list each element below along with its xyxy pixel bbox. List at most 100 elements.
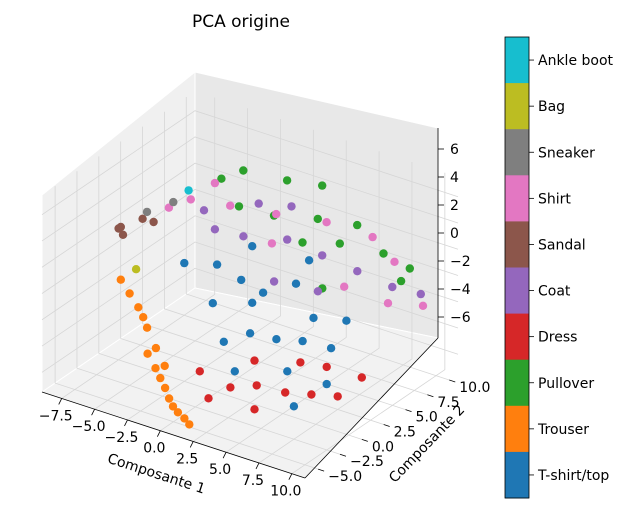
scatter-point <box>186 195 195 204</box>
scatter-point <box>254 199 263 208</box>
colorbar-segment <box>505 37 529 84</box>
scatter-point <box>304 256 314 265</box>
scatter-point <box>333 392 342 401</box>
z-grid-line <box>41 215 459 321</box>
scatter-point <box>322 362 331 372</box>
scatter-point <box>226 383 235 392</box>
scatter-point <box>245 329 255 338</box>
scatter-point <box>239 232 248 241</box>
colorbar-label: Ankle boot <box>538 53 614 69</box>
x-grid-line <box>225 151 380 453</box>
scatter-point <box>357 373 366 382</box>
colorbar-label: Shirt <box>538 191 571 207</box>
z-tick-label: 4 <box>450 170 459 186</box>
z-tick-label: −4 <box>450 282 471 298</box>
colorbar-segment <box>505 83 529 130</box>
colorbar-segment <box>505 359 529 407</box>
z-grid-line <box>41 136 459 242</box>
y-tick-mark <box>405 409 412 413</box>
x-tick-mark <box>91 409 95 416</box>
colorbar-segment <box>505 405 529 453</box>
scatter-point <box>210 178 220 188</box>
colorbar-segment <box>505 267 529 315</box>
grid-lines <box>41 96 459 475</box>
scatter-point <box>396 276 406 286</box>
x-tick-mark <box>124 419 128 427</box>
scatter-point <box>267 239 277 248</box>
scatter-point <box>313 287 323 296</box>
scatter-point <box>212 260 222 269</box>
axes-3d: −7.5−5.0−2.50.02.55.07.510.0 −5.0−2.50.0… <box>39 70 490 500</box>
scatter-point <box>309 313 318 323</box>
y-tick-mark <box>449 379 456 383</box>
z-grid-line <box>41 267 459 373</box>
x-tick-label: 10.0 <box>270 484 301 500</box>
x-tick-mark <box>255 462 260 470</box>
scatter-point <box>405 264 414 273</box>
scatter-point <box>143 349 152 358</box>
scatter-point <box>307 390 316 399</box>
x-tick-mark <box>58 398 63 405</box>
x-tick-mark <box>156 430 161 437</box>
scatter-points <box>114 166 428 429</box>
z-grid-line <box>41 241 459 347</box>
scatter-point <box>219 337 228 346</box>
scatter-point <box>318 251 327 260</box>
z-tick-label: −6 <box>450 310 471 326</box>
scatter-point <box>142 207 152 217</box>
scatter-point <box>287 202 296 211</box>
scatter-point <box>230 367 239 376</box>
scatter-point <box>149 217 158 227</box>
y-grid-line <box>54 186 319 470</box>
x-tick-mark <box>288 473 293 480</box>
colorbar-segment <box>505 175 529 222</box>
scatter-point <box>298 336 307 346</box>
y-tick-label: 7.5 <box>437 395 459 411</box>
scatter-point <box>248 242 257 251</box>
scatter-point <box>322 379 331 389</box>
y-grid-line <box>98 156 362 440</box>
scatter-point <box>272 209 281 219</box>
scatter-point <box>335 239 344 248</box>
scatter-point <box>283 235 292 244</box>
x-tick-label: 7.5 <box>242 473 264 489</box>
scatter-point <box>283 367 292 376</box>
x-grid-line <box>127 118 281 421</box>
scatter-point <box>180 414 189 423</box>
y-ticks: −5.0−2.50.02.55.07.510.0 <box>317 379 490 485</box>
y-tick-label: 0.0 <box>372 439 394 455</box>
scatter-point <box>138 214 147 223</box>
y-grid-line <box>185 96 450 381</box>
colorbar-label: Sneaker <box>538 145 595 161</box>
scatter-point <box>296 358 305 367</box>
colorbar-label: Sandal <box>538 237 586 253</box>
scatter-point <box>291 279 301 288</box>
scatter-point <box>185 420 194 429</box>
scatter-point <box>169 197 178 207</box>
scatter-point <box>118 230 128 239</box>
scatter-point <box>390 257 399 266</box>
scatter-point <box>248 298 257 307</box>
z-tick-label: −2 <box>450 254 471 270</box>
scatter-point <box>239 166 248 175</box>
y-tick-mark <box>361 438 368 442</box>
y-tick-mark <box>383 424 390 427</box>
scatter-point <box>281 388 290 397</box>
scatter-point <box>342 316 351 325</box>
scatter-point <box>164 394 174 403</box>
colorbar: Ankle boot Bag Sneaker Shirt Sandal Coat Dress… <box>504 36 614 499</box>
x-tick-mark <box>222 452 227 459</box>
scatter-point <box>269 277 279 286</box>
scatter-point <box>131 265 141 274</box>
scatter-point <box>114 224 123 233</box>
x-tick-mark <box>189 441 194 448</box>
scatter-point <box>353 220 362 230</box>
z-ticks: 6 4 2 0 −2 −4 −6 <box>438 142 471 326</box>
x-axis-line <box>41 391 306 479</box>
colorbar-segment <box>505 451 529 499</box>
scatter-point <box>156 373 165 383</box>
axis-panes <box>40 70 439 479</box>
x-tick-label: −5.0 <box>72 419 106 435</box>
scatter-point <box>180 258 189 268</box>
